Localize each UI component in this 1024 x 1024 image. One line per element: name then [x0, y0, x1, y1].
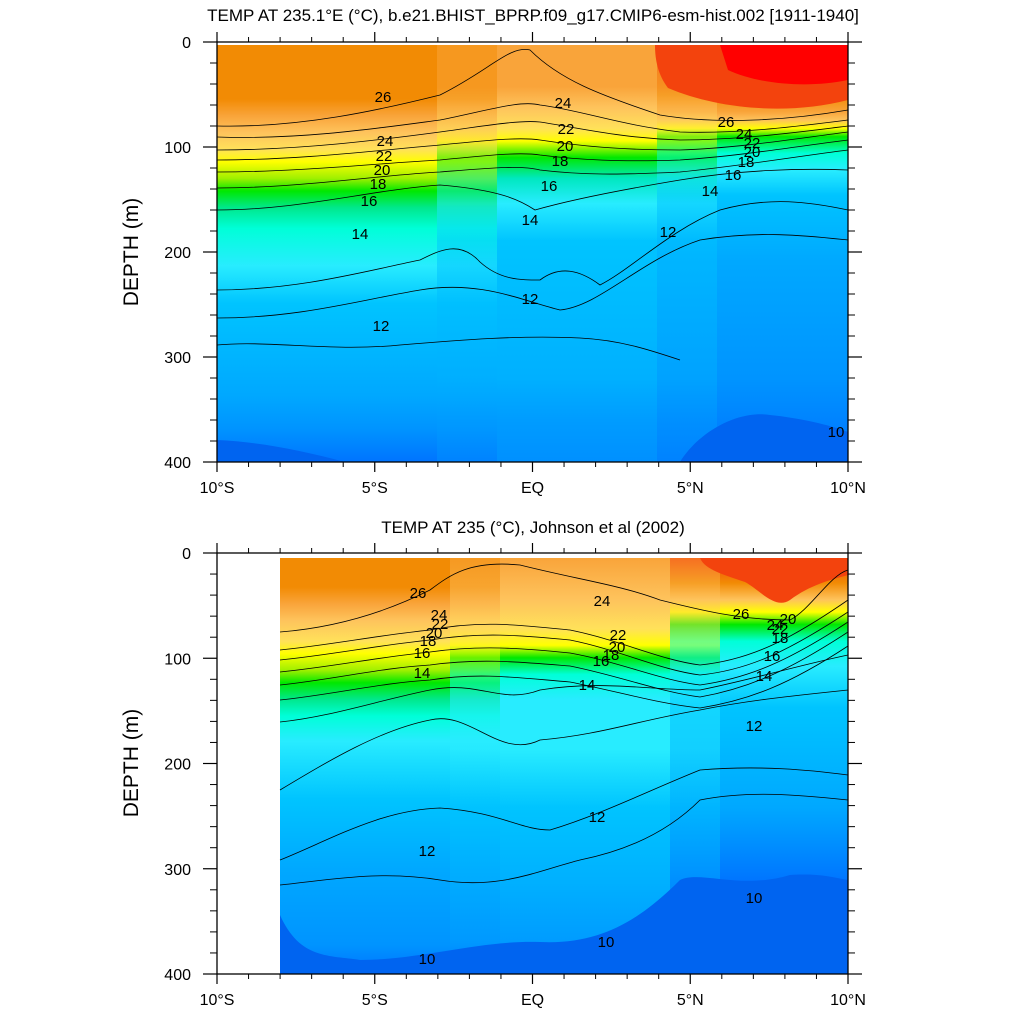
top-label-22b: 22	[558, 121, 575, 138]
top-label-12a: 12	[373, 318, 390, 335]
bottom-label-24c: 24	[767, 617, 784, 634]
bottom-contour-lines	[279, 563, 849, 886]
top-label-22c: 22	[744, 135, 761, 152]
top-contour-field: 26 24 22 20 18 16 14 12 24 22 20 18 16 1…	[216, 45, 849, 462]
top-label-18a: 18	[370, 176, 387, 193]
top-label-16a: 16	[361, 193, 378, 210]
bottom-label-18b: 18	[603, 647, 620, 664]
bottom-label-12c: 12	[746, 718, 763, 735]
bottom-warm-pool	[700, 558, 848, 603]
top-label-20c: 20	[744, 144, 761, 161]
top-label-12c: 12	[660, 224, 677, 241]
bottom-label-16b: 16	[593, 653, 610, 670]
top-label-12b: 12	[522, 291, 539, 308]
top-label-20b: 20	[557, 138, 574, 155]
top-label-26c: 26	[718, 114, 735, 131]
top-label-10a: 10	[828, 424, 845, 441]
bottom-label-20b: 20	[609, 639, 626, 656]
bottom-label-18c: 18	[772, 630, 789, 647]
top-x-tick-label: EQ	[521, 480, 544, 497]
top-y-tick-label: 0	[182, 35, 191, 52]
top-y-tick-label: 400	[164, 455, 191, 472]
bottom-panel: TEMP AT 235 (°C), Johnson et al (2002)	[120, 518, 866, 1009]
bottom-label-26c: 26	[733, 606, 750, 623]
top-axes: 10°S 5°S EQ 5°N 10°N 0 100 200 300 400	[164, 32, 866, 497]
bottom-label-12a: 12	[419, 843, 436, 860]
top-y-tick-label: 100	[164, 140, 191, 157]
top-label-14c: 14	[702, 183, 719, 200]
top-label-14b: 14	[522, 212, 539, 229]
bottom-cold-south	[280, 874, 848, 974]
bottom-y-tick-label: 0	[182, 546, 191, 563]
top-label-20a: 20	[374, 162, 391, 179]
top-x-tick-label: 10°S	[200, 480, 235, 497]
bottom-label-24b: 24	[594, 593, 611, 610]
top-hot-core	[720, 45, 848, 85]
top-label-18b: 18	[552, 153, 569, 170]
bottom-label-22c: 22	[772, 621, 789, 638]
bottom-y-tick-label: 100	[164, 651, 191, 668]
bottom-label-16c: 16	[764, 648, 781, 665]
top-x-tick-label: 5°N	[677, 480, 704, 497]
bottom-x-tick-label: 5°N	[677, 992, 704, 1009]
bottom-label-20c: 20	[780, 611, 797, 628]
bottom-label-22b: 22	[610, 627, 627, 644]
top-contour-labels: 26 24 22 20 18 16 14 12 24 22 20 18 16 1…	[352, 89, 845, 441]
bottom-label-14b: 14	[579, 677, 596, 694]
bottom-panel-title: TEMP AT 235 (°C), Johnson et al (2002)	[381, 518, 685, 537]
bottom-label-24a: 24	[431, 607, 448, 624]
bottom-axes: 10°S 5°S EQ 5°N 10°N 0 100 200 300 400	[164, 543, 866, 1009]
bottom-label-18a: 18	[420, 633, 437, 650]
bottom-label-12b: 12	[589, 809, 606, 826]
bottom-label-10b: 10	[598, 934, 615, 951]
bottom-y-axis-label: DEPTH (m)	[120, 709, 143, 818]
top-y-tick-label: 200	[164, 245, 191, 262]
bottom-label-10a: 10	[419, 951, 436, 968]
top-y-tick-label: 300	[164, 350, 191, 367]
top-label-14a: 14	[352, 226, 369, 243]
bottom-x-tick-label: 5°S	[362, 992, 388, 1009]
top-x-tick-label: 10°N	[830, 480, 866, 497]
bottom-label-10c: 10	[746, 890, 763, 907]
bottom-y-tick-label: 200	[164, 757, 191, 774]
bottom-x-tick-label: EQ	[521, 992, 544, 1009]
top-x-tick-label: 5°S	[362, 480, 388, 497]
bottom-y-tick-label: 400	[164, 967, 191, 984]
top-label-24c: 24	[736, 126, 753, 143]
top-cold-north	[680, 414, 848, 462]
top-panel-title: TEMP AT 235.1°E (°C), b.e21.BHIST_BPRP.f…	[207, 6, 859, 25]
bottom-label-22a: 22	[432, 616, 449, 633]
bottom-contour-labels: 26 24 22 20 18 16 14 12 10 24 22 20 18 1…	[410, 585, 797, 968]
top-contour-lines	[216, 48, 849, 361]
bottom-contour-field: 26 24 22 20 18 16 14 12 10 24 22 20 18 1…	[279, 558, 849, 974]
top-label-18c: 18	[738, 154, 755, 171]
top-label-24b: 24	[555, 95, 572, 112]
top-panel: TEMP AT 235.1°E (°C), b.e21.BHIST_BPRP.f…	[120, 6, 866, 497]
bottom-x-tick-label: 10°S	[200, 992, 235, 1009]
bottom-label-16a: 16	[414, 645, 431, 662]
top-label-16c: 16	[725, 167, 742, 184]
top-label-16b: 16	[541, 178, 558, 195]
bottom-label-20a: 20	[426, 625, 443, 642]
bottom-label-14c: 14	[756, 668, 773, 685]
bottom-y-tick-label: 300	[164, 862, 191, 879]
bottom-label-26a: 26	[410, 585, 427, 602]
top-label-22a: 22	[376, 148, 393, 165]
top-label-24a: 24	[377, 133, 394, 150]
bottom-label-14a: 14	[414, 665, 431, 682]
top-label-26a: 26	[375, 89, 392, 106]
top-y-axis-label: DEPTH (m)	[120, 198, 143, 307]
top-cold-south	[217, 440, 345, 462]
bottom-x-tick-label: 10°N	[830, 992, 866, 1009]
